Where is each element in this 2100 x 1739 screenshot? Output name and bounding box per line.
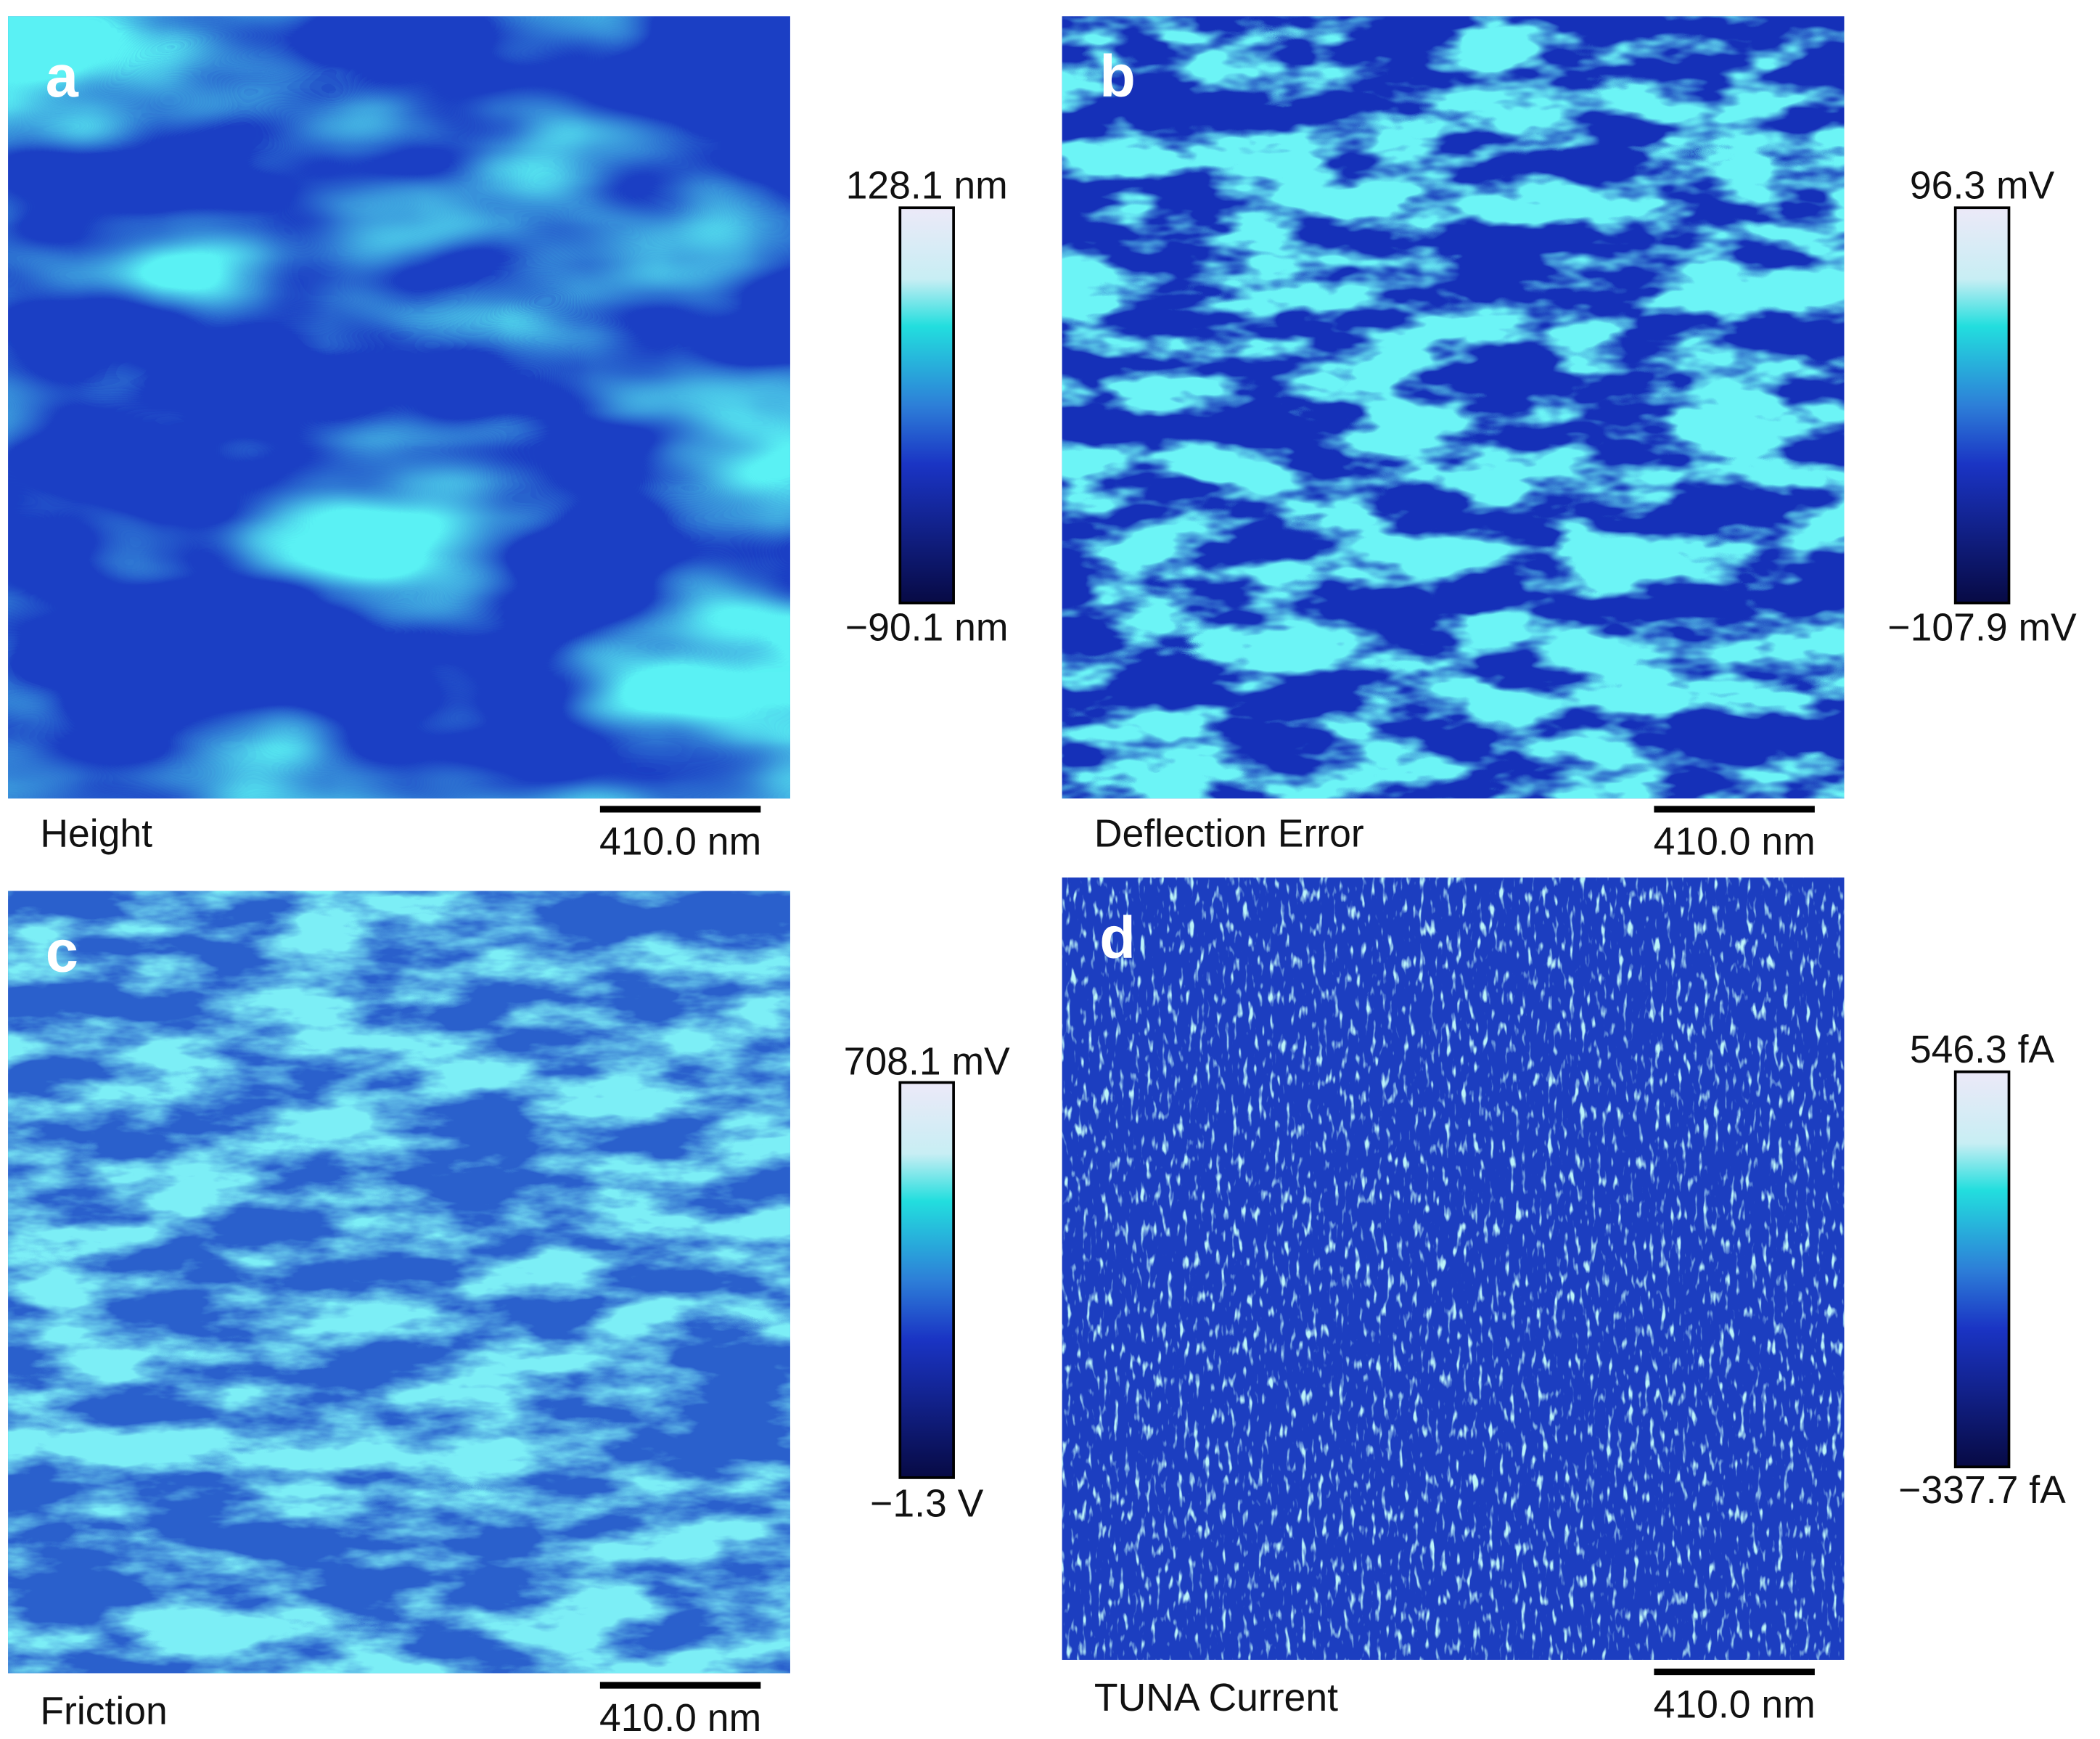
channel-name: TUNA Current bbox=[1094, 1677, 1338, 1719]
scale-bar-label: 410.0 nm bbox=[599, 821, 761, 864]
panel-letter: c bbox=[46, 918, 78, 984]
colorbar-max: 708.1 mV bbox=[844, 1040, 1010, 1083]
colorbar-min: −107.9 mV bbox=[1887, 606, 2077, 649]
panel-letter: d bbox=[1099, 905, 1136, 971]
scale-bar-label: 410.0 nm bbox=[1654, 821, 1816, 864]
colorbar-max: 546.3 fA bbox=[1910, 1028, 2055, 1071]
scale-bar-label: 410.0 nm bbox=[1654, 1683, 1816, 1726]
colorbar bbox=[898, 1081, 955, 1479]
afm-texture bbox=[1062, 16, 1845, 799]
afm-texture bbox=[1062, 877, 1845, 1660]
colorbar-max: 128.1 nm bbox=[846, 164, 1008, 207]
afm-texture bbox=[8, 891, 790, 1674]
colorbar-min: −337.7 fA bbox=[1898, 1469, 2066, 1512]
colorbar bbox=[1953, 1070, 2011, 1469]
channel-name: Friction bbox=[40, 1690, 167, 1733]
colorbar-min: −1.3 V bbox=[870, 1482, 984, 1525]
scale-bar-label: 410.0 nm bbox=[599, 1697, 761, 1739]
panel-letter: b bbox=[1099, 44, 1136, 110]
channel-name: Height bbox=[40, 813, 152, 856]
afm-texture bbox=[8, 16, 790, 799]
colorbar bbox=[1953, 206, 2011, 605]
colorbar-min: −90.1 nm bbox=[845, 606, 1009, 649]
channel-name: Deflection Error bbox=[1094, 813, 1364, 856]
colorbar bbox=[898, 206, 955, 605]
colorbar-max: 96.3 mV bbox=[1910, 164, 2055, 207]
panel-letter: a bbox=[46, 44, 79, 110]
